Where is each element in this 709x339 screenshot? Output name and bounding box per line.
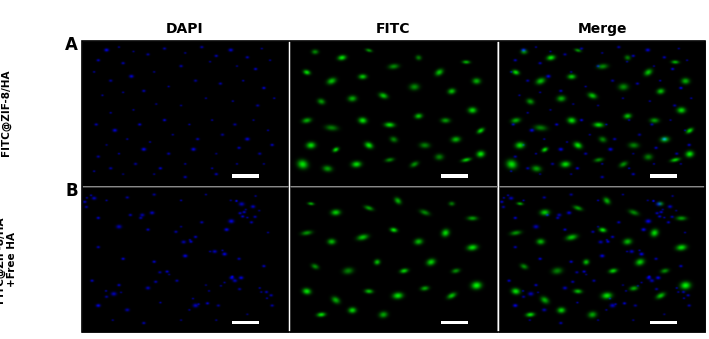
Bar <box>650 174 676 178</box>
Bar <box>232 321 259 324</box>
Bar <box>232 174 259 178</box>
Bar <box>441 321 468 324</box>
Text: DAPI: DAPI <box>166 22 203 36</box>
Text: A: A <box>65 36 78 54</box>
Bar <box>650 321 676 324</box>
Text: B: B <box>65 182 78 200</box>
Text: Merge: Merge <box>578 22 627 36</box>
Text: FITC@ZIF-8/HA: FITC@ZIF-8/HA <box>1 70 11 157</box>
Text: FITC: FITC <box>376 22 411 36</box>
Bar <box>441 174 468 178</box>
Text: FITC@ZIF-8/HA
+Free HA: FITC@ZIF-8/HA +Free HA <box>0 216 16 303</box>
